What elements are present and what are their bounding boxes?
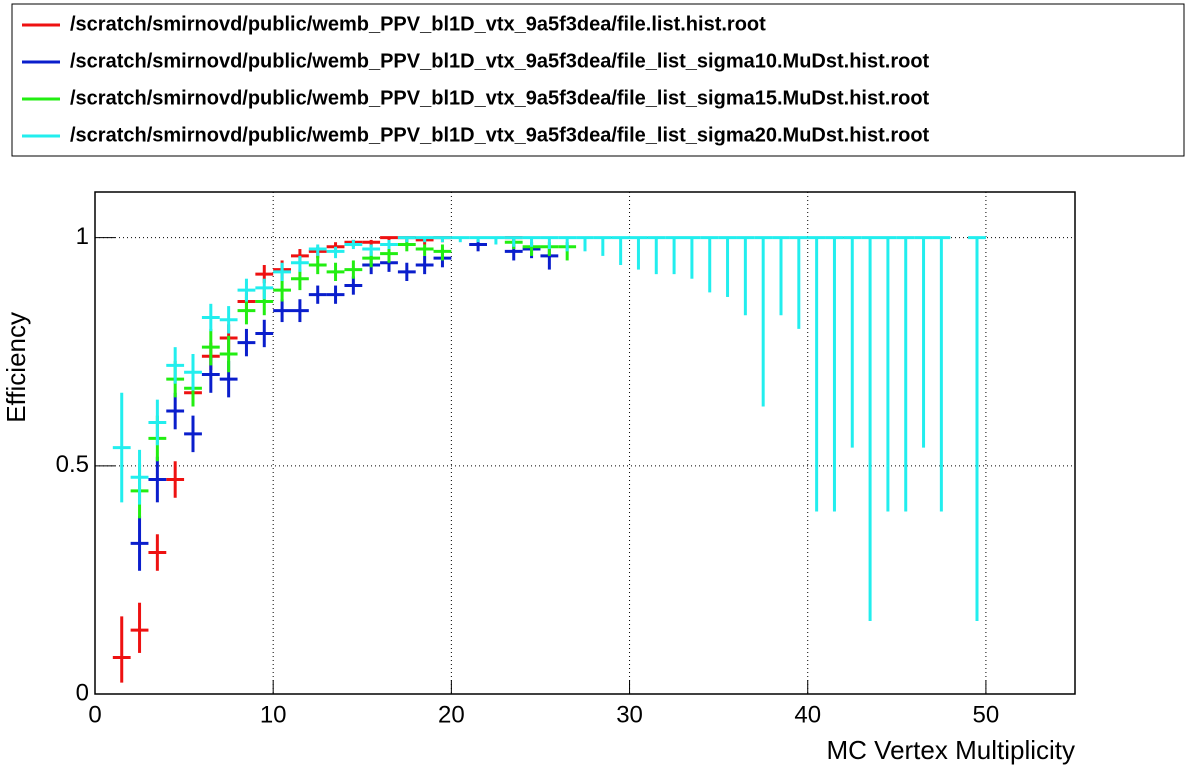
legend-box bbox=[11, 3, 1185, 157]
legend-label: /scratch/smirnovd/public/wemb_PPV_bl1D_v… bbox=[70, 124, 930, 146]
legend-label: /scratch/smirnovd/public/wemb_PPV_bl1D_v… bbox=[70, 87, 930, 109]
x-tick-label: 40 bbox=[794, 701, 821, 728]
x-tick-label: 50 bbox=[973, 701, 1000, 728]
x-tick-label: 30 bbox=[616, 701, 643, 728]
y-tick-label: 0 bbox=[76, 679, 89, 706]
y-tick-label: 1 bbox=[76, 223, 89, 250]
y-axis-label: Efficiency bbox=[1, 312, 31, 423]
y-tick-label: 0.5 bbox=[56, 451, 89, 478]
plot-frame bbox=[94, 191, 1076, 695]
x-tick-label: 20 bbox=[438, 701, 465, 728]
x-axis-label: MC Vertex Multiplicity bbox=[827, 735, 1076, 765]
x-tick-label: 0 bbox=[88, 701, 101, 728]
legend-label: /scratch/smirnovd/public/wemb_PPV_bl1D_v… bbox=[70, 13, 766, 35]
legend-label: /scratch/smirnovd/public/wemb_PPV_bl1D_v… bbox=[70, 50, 930, 72]
x-tick-label: 10 bbox=[260, 701, 287, 728]
